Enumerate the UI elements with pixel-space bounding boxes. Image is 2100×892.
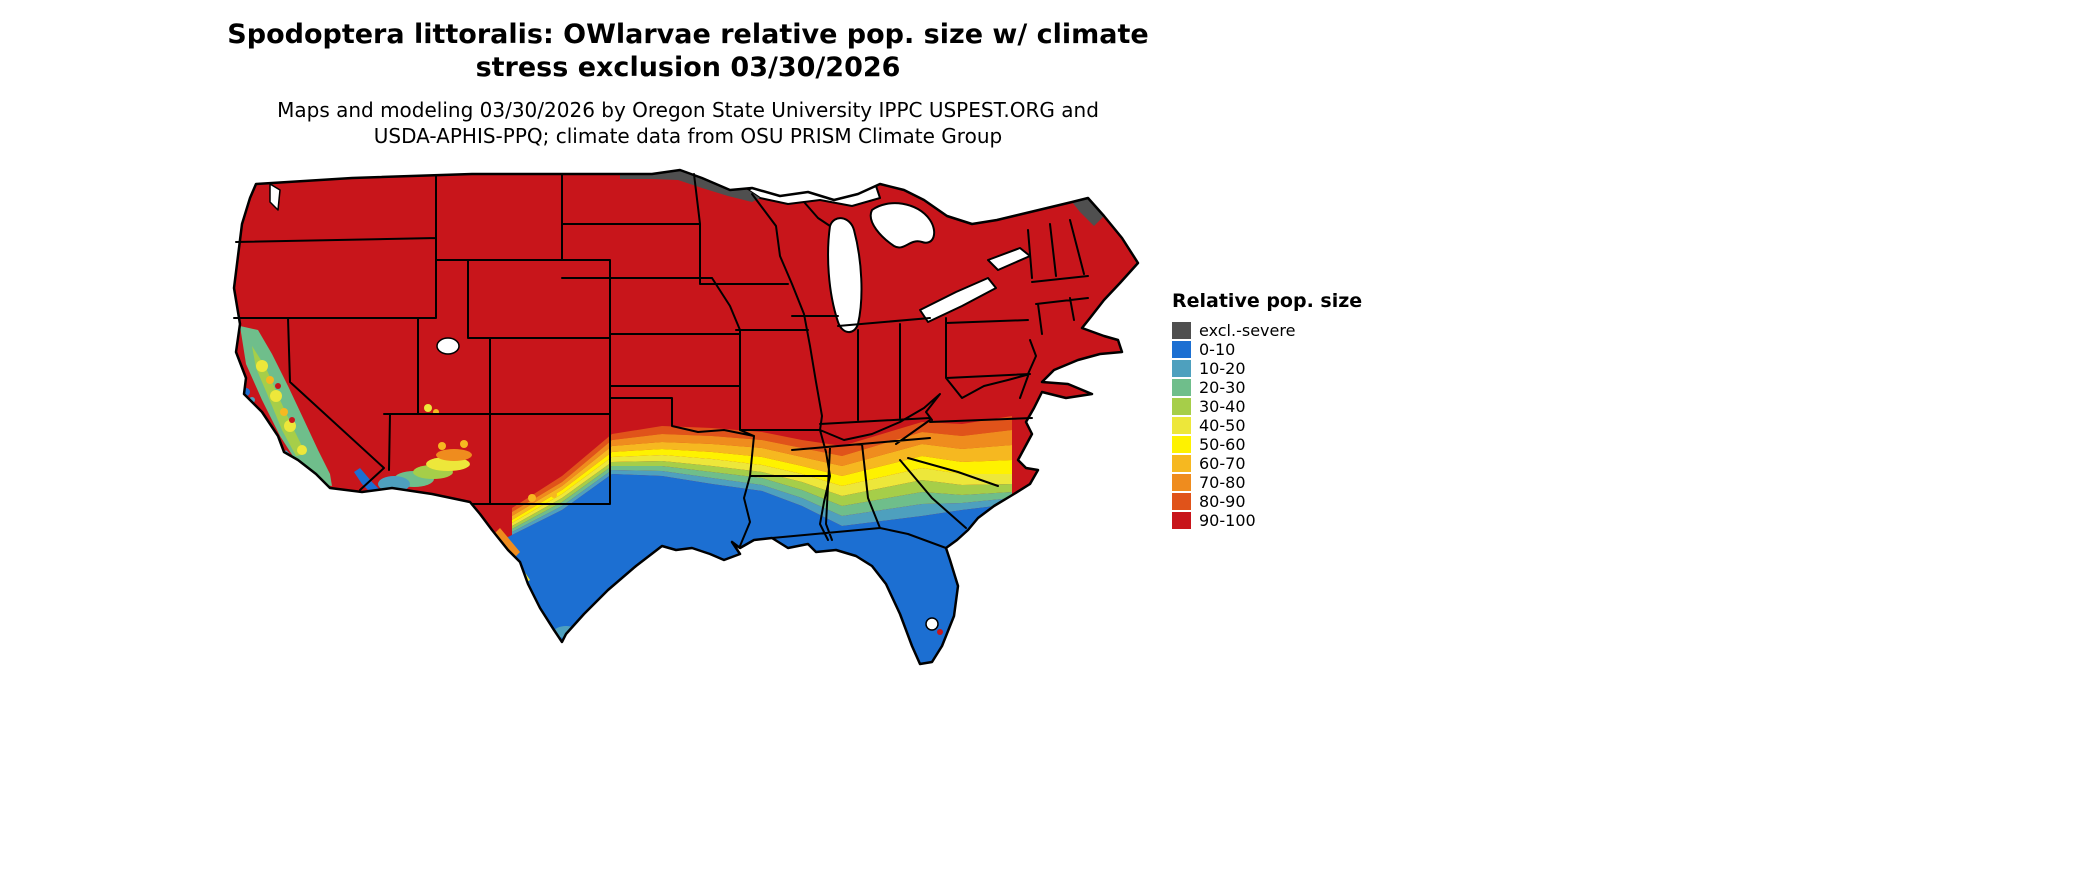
legend-label: 50-60 [1199, 435, 1246, 454]
map-boundaries [232, 168, 1140, 666]
legend-swatch [1172, 322, 1191, 339]
legend-label: 70-80 [1199, 473, 1246, 492]
state-borders [233, 173, 1089, 549]
legend-title: Relative pop. size [1172, 290, 1363, 312]
region-band-10-20 [512, 470, 1012, 535]
legend-swatch [1172, 398, 1191, 415]
legend-item: excl.-severe [1172, 321, 1362, 340]
region-band-70-80 [512, 430, 1012, 516]
page-title: Spodoptera littoralis: OWlarvae relative… [0, 18, 1376, 84]
legend-item: 90-100 [1172, 511, 1362, 530]
us-outline [232, 168, 1140, 666]
legend-item: 60-70 [1172, 454, 1362, 473]
legend-item: 80-90 [1172, 492, 1362, 511]
legend-item: 30-40 [1172, 397, 1362, 416]
legend-swatch [1172, 360, 1191, 377]
legend-item: 10-20 [1172, 359, 1362, 378]
page-subtitle: Maps and modeling 03/30/2026 by Oregon S… [0, 97, 1376, 149]
legend-swatch [1172, 455, 1191, 472]
lake-huron [869, 202, 936, 249]
region-band-20-30 [512, 466, 1012, 532]
map-legend: Relative pop. size excl.-severe 0-10 10-… [1172, 290, 1362, 530]
map-header: Spodoptera littoralis: OWlarvae relative… [0, 18, 1376, 149]
legend-swatch [1172, 512, 1191, 529]
legend-label: 80-90 [1199, 492, 1246, 511]
legend-label: 60-70 [1199, 454, 1246, 473]
lake-erie [919, 277, 997, 323]
legend-label: 90-100 [1199, 511, 1256, 530]
legend-swatch [1172, 436, 1191, 453]
legend-label: 10-20 [1199, 359, 1246, 378]
legend-swatch [1172, 417, 1191, 434]
great-salt-lake [436, 337, 460, 355]
legend-swatch [1172, 341, 1191, 358]
legend-swatch [1172, 493, 1191, 510]
region-band-30-40 [512, 461, 1012, 529]
legend-label: excl.-severe [1199, 321, 1296, 340]
legend-swatch [1172, 474, 1191, 491]
legend-item: 50-60 [1172, 435, 1362, 454]
title-line-2: stress exclusion 03/30/2026 [475, 52, 901, 83]
conus-choropleth-map [232, 168, 1140, 666]
legend-item: 70-80 [1172, 473, 1362, 492]
legend-item: 40-50 [1172, 416, 1362, 435]
subtitle-line-1: Maps and modeling 03/30/2026 by Oregon S… [277, 98, 1099, 122]
legend-item: 20-30 [1172, 378, 1362, 397]
region-band-50-60 [512, 449, 1012, 523]
legend-label: 30-40 [1199, 397, 1246, 416]
legend-swatch [1172, 379, 1191, 396]
region-band-40-50 [512, 455, 1012, 526]
region-gray-north-minnesota [620, 170, 760, 202]
title-line-1: Spodoptera littoralis: OWlarvae relative… [227, 19, 1149, 50]
puget-sound [269, 183, 281, 211]
legend-label: 0-10 [1199, 340, 1236, 359]
patches-90-100-red-specks [275, 383, 943, 635]
region-gray-maine-tip [1072, 198, 1104, 226]
patches-60-70-gold [266, 376, 557, 502]
lake-okeechobee [925, 617, 939, 631]
region-band-80-90 [512, 416, 1012, 512]
subtitle-line-2: USDA-APHIS-PPQ; climate data from OSU PR… [373, 124, 1003, 148]
region-band-60-70 [512, 442, 1012, 520]
legend-label: 20-30 [1199, 378, 1246, 397]
legend-item: 0-10 [1172, 340, 1362, 359]
legend-label: 40-50 [1199, 416, 1246, 435]
map-fill-layers [234, 170, 1138, 664]
regions-excl-severe [620, 170, 1104, 226]
patches-70-80-orange [436, 449, 520, 558]
